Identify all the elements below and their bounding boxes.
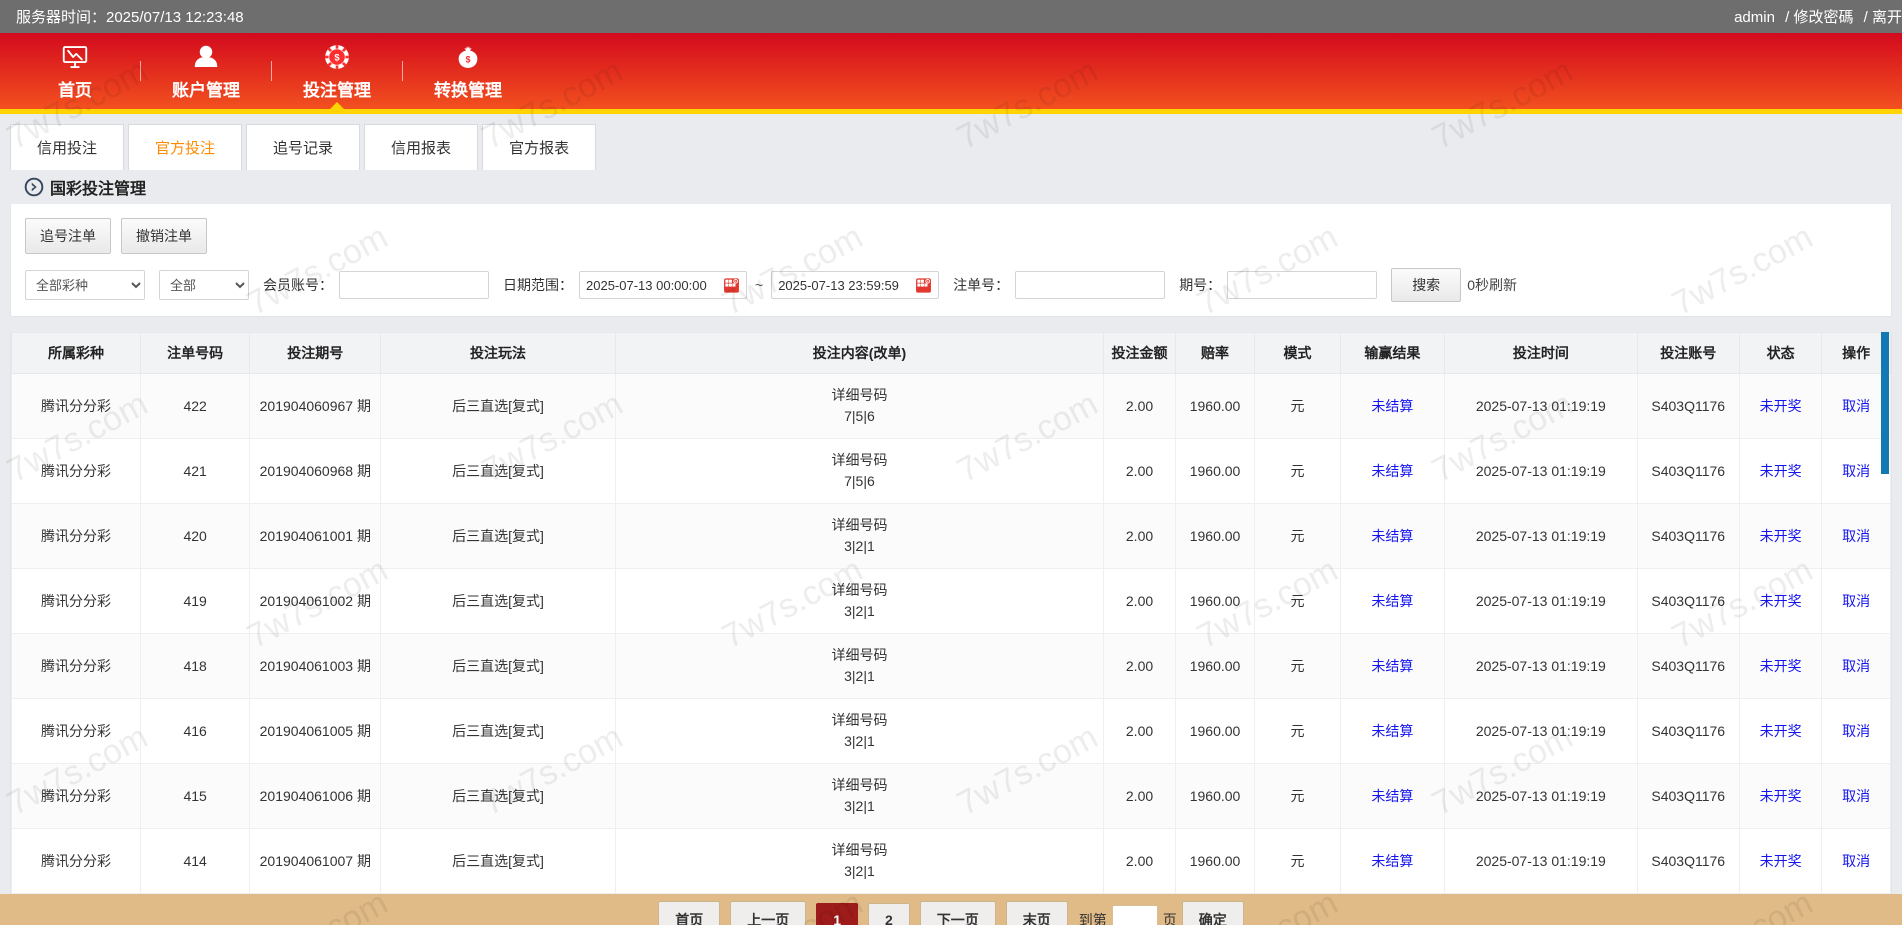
svg-text:$: $ [334, 52, 340, 62]
svg-text:$: $ [466, 54, 471, 64]
